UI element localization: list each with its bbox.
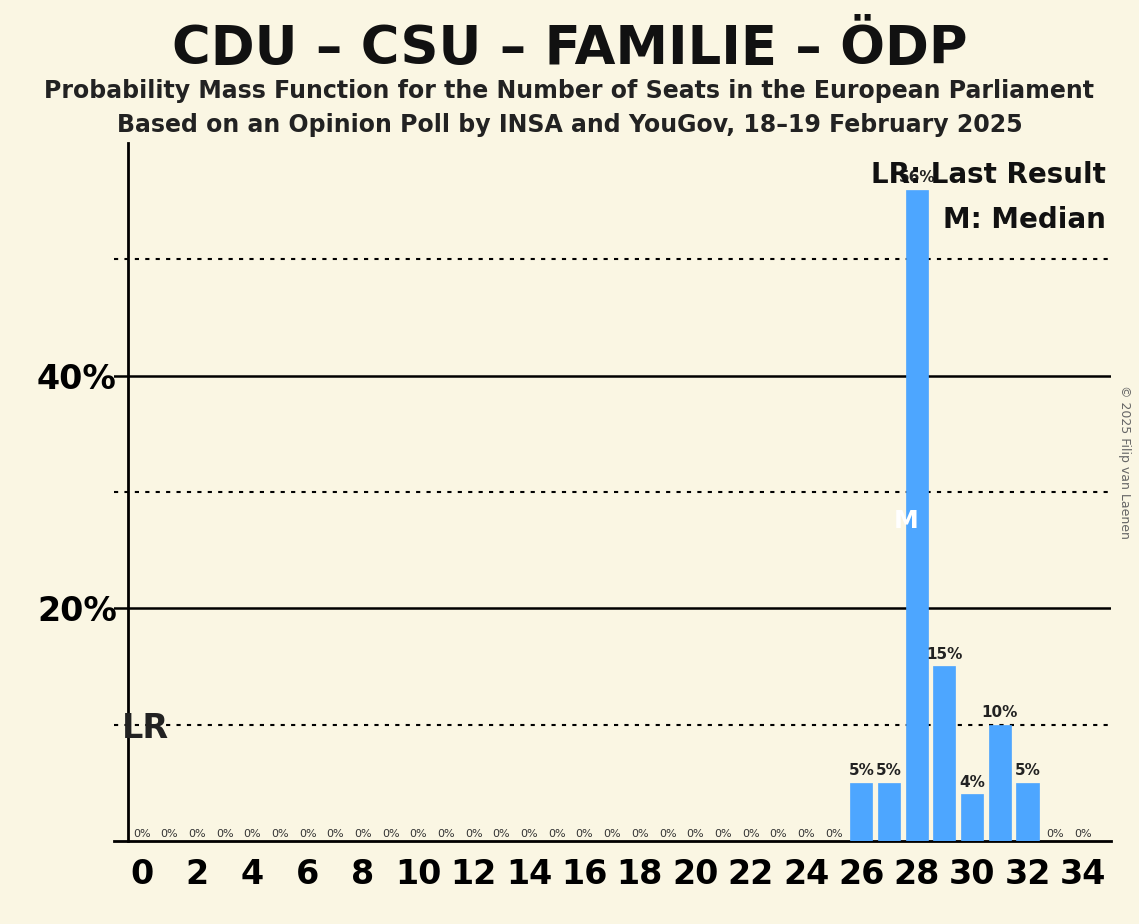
Text: 0%: 0%: [133, 829, 150, 838]
Text: 0%: 0%: [493, 829, 510, 838]
Text: 0%: 0%: [575, 829, 593, 838]
Text: 0%: 0%: [271, 829, 289, 838]
Text: 5%: 5%: [849, 763, 875, 778]
Text: Based on an Opinion Poll by INSA and YouGov, 18–19 February 2025: Based on an Opinion Poll by INSA and You…: [116, 113, 1023, 137]
Text: CDU – CSU – FAMILIE – ÖDP: CDU – CSU – FAMILIE – ÖDP: [172, 23, 967, 75]
Text: 10%: 10%: [982, 705, 1018, 720]
Text: 0%: 0%: [327, 829, 344, 838]
Bar: [906, 189, 928, 841]
Text: 4%: 4%: [959, 774, 985, 790]
Text: Probability Mass Function for the Number of Seats in the European Parliament: Probability Mass Function for the Number…: [44, 79, 1095, 103]
Bar: [989, 724, 1010, 841]
Bar: [961, 795, 983, 841]
Text: 0%: 0%: [714, 829, 731, 838]
Text: © 2025 Filip van Laenen: © 2025 Filip van Laenen: [1118, 385, 1131, 539]
Bar: [851, 783, 872, 841]
Text: 0%: 0%: [604, 829, 621, 838]
Bar: [1016, 783, 1039, 841]
Text: 0%: 0%: [631, 829, 649, 838]
Text: 0%: 0%: [741, 829, 760, 838]
Text: LR: LR: [122, 712, 170, 746]
Text: 0%: 0%: [1047, 829, 1064, 838]
Text: 56%: 56%: [899, 170, 935, 185]
Text: 0%: 0%: [298, 829, 317, 838]
Text: 0%: 0%: [437, 829, 454, 838]
Text: 0%: 0%: [410, 829, 427, 838]
Text: 0%: 0%: [770, 829, 787, 838]
Text: 0%: 0%: [1074, 829, 1091, 838]
Text: 15%: 15%: [926, 647, 962, 662]
Text: 0%: 0%: [382, 829, 400, 838]
Bar: [878, 783, 900, 841]
Text: 0%: 0%: [465, 829, 483, 838]
Text: 0%: 0%: [797, 829, 814, 838]
Text: 0%: 0%: [188, 829, 206, 838]
Text: M: M: [894, 509, 918, 533]
Text: 0%: 0%: [687, 829, 704, 838]
Text: 0%: 0%: [215, 829, 233, 838]
Text: 0%: 0%: [825, 829, 843, 838]
Text: M: Median: M: Median: [943, 206, 1106, 234]
Text: 5%: 5%: [876, 763, 902, 778]
Bar: [933, 666, 956, 841]
Text: 0%: 0%: [244, 829, 261, 838]
Text: 0%: 0%: [658, 829, 677, 838]
Text: 0%: 0%: [521, 829, 538, 838]
Text: LR: Last Result: LR: Last Result: [870, 161, 1106, 188]
Text: 0%: 0%: [354, 829, 371, 838]
Text: 0%: 0%: [548, 829, 566, 838]
Text: 0%: 0%: [161, 829, 178, 838]
Text: 5%: 5%: [1015, 763, 1040, 778]
